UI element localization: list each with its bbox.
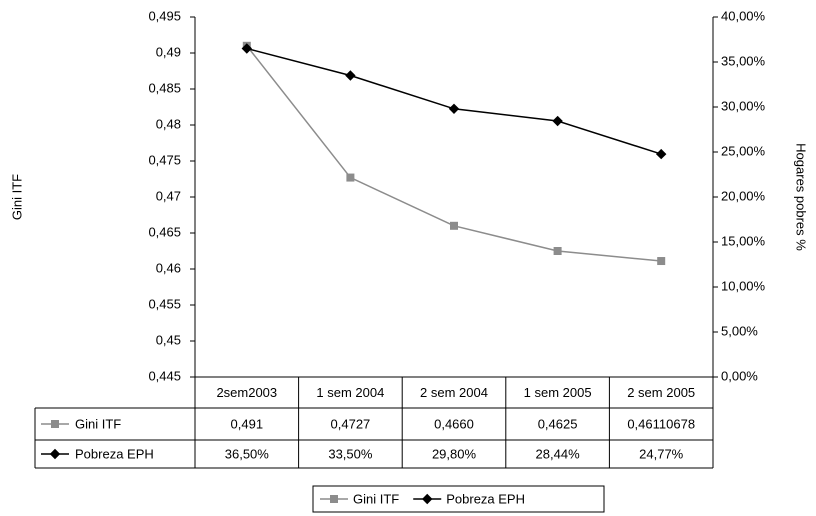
legend-label: Gini ITF — [353, 491, 399, 506]
y-tick-label: 0,45 — [156, 332, 181, 347]
y-tick-label: 0,495 — [148, 8, 181, 23]
y-tick-label: 0,47 — [156, 188, 181, 203]
x-tick-label: 2 sem 2005 — [627, 385, 695, 400]
table-cell: 36,50% — [225, 446, 270, 461]
table-cell: 0,46110678 — [627, 416, 695, 431]
table-cell: 29,80% — [432, 446, 477, 461]
table-cell: 0,4625 — [538, 416, 578, 431]
y-tick-label: 0,485 — [148, 80, 181, 95]
y2-tick-label: 35,00% — [721, 53, 766, 68]
y2-tick-label: 40,00% — [721, 8, 766, 23]
data-point — [346, 173, 355, 182]
data-point — [655, 148, 667, 160]
data-point — [450, 221, 458, 230]
y-tick-label: 0,475 — [148, 152, 181, 167]
y2-tick-label: 5,00% — [721, 323, 758, 338]
legend-marker — [422, 493, 433, 505]
y-tick-label: 0,465 — [148, 224, 181, 239]
y2-tick-label: 30,00% — [721, 98, 766, 113]
y-tick-label: 0,46 — [156, 260, 181, 275]
y-axis-title: Gini ITF — [9, 174, 24, 220]
y2-tick-label: 0,00% — [721, 368, 758, 383]
y-tick-label: 0,445 — [148, 368, 181, 383]
table-cell: 33,50% — [328, 446, 373, 461]
data-point — [448, 103, 460, 115]
table-cell: 0,4660 — [434, 416, 474, 431]
y2-tick-label: 20,00% — [721, 188, 766, 203]
table-row-label: Gini ITF — [75, 416, 121, 431]
x-tick-label: 2sem2003 — [216, 385, 277, 400]
x-tick-label: 2 sem 2004 — [420, 385, 488, 400]
table-cell: 28,44% — [536, 446, 581, 461]
legend-box — [312, 485, 605, 513]
y-tick-label: 0,49 — [156, 44, 181, 59]
y-tick-label: 0,48 — [156, 116, 181, 131]
data-point — [657, 257, 666, 266]
table-cell: 0,491 — [231, 416, 264, 431]
x-tick-label: 1 sem 2004 — [316, 385, 384, 400]
legend-label: Pobreza EPH — [446, 491, 525, 506]
table-row-label: Pobreza EPH — [75, 446, 154, 461]
data-point — [345, 70, 356, 81]
y2-tick-label: 25,00% — [721, 143, 766, 158]
legend-marker — [330, 495, 338, 503]
data-point — [552, 115, 563, 127]
legend-marker — [51, 420, 59, 428]
table-cell: 0,4727 — [331, 416, 371, 431]
legend-marker — [49, 448, 61, 460]
data-point — [553, 247, 562, 255]
table-cell: 24,77% — [639, 446, 684, 461]
series-line — [246, 47, 662, 155]
y-tick-label: 0,455 — [148, 296, 181, 311]
y2-axis-title: Hogares pobres % — [794, 143, 809, 251]
x-tick-label: 1 sem 2005 — [524, 385, 592, 400]
data-point — [241, 43, 253, 54]
y2-tick-label: 10,00% — [721, 278, 766, 293]
y2-tick-label: 15,00% — [721, 233, 766, 248]
